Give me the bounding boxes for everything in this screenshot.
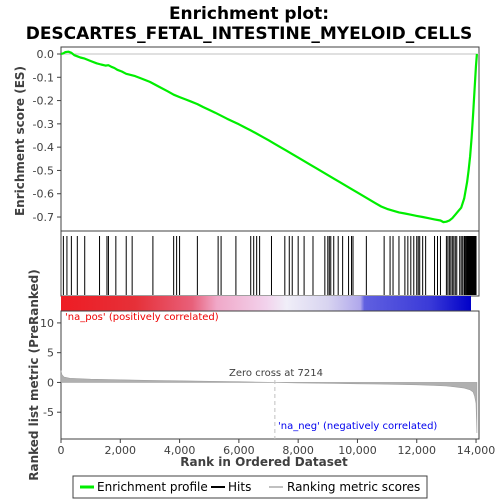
metric-y-axis: 10 5 0 -5 bbox=[40, 317, 61, 419]
metric-y-tick-label: 10 bbox=[40, 317, 54, 330]
x-tick-label: 8,000 bbox=[282, 444, 314, 457]
es-y-tick-label: -0.3 bbox=[33, 118, 54, 131]
x-tick-label: 2,000 bbox=[105, 444, 137, 457]
metric-y-tick-label: 0 bbox=[47, 376, 54, 389]
negative-correlation-label: 'na_neg' (negatively correlated) bbox=[278, 421, 437, 432]
legend-label-hits: Hits bbox=[228, 480, 251, 494]
es-y-axis: 0.0 -0.1 -0.2 -0.3 -0.4 -0.5 -0.6 -0.7 bbox=[33, 48, 61, 224]
legend: Enrichment profile Hits Ranking metric s… bbox=[72, 475, 428, 499]
hits-panel bbox=[60, 230, 480, 297]
ranking-metric-area bbox=[60, 370, 478, 434]
metric-y-axis-label: Ranked list metric (PreRanked) bbox=[27, 269, 41, 481]
hits-panel-frame bbox=[60, 230, 480, 297]
rank-color-gradient bbox=[61, 296, 471, 311]
x-tick-label: 14,000 bbox=[457, 444, 496, 457]
es-y-tick-label: -0.6 bbox=[33, 188, 54, 201]
es-y-tick-label: -0.1 bbox=[33, 71, 54, 84]
es-y-tick-label: -0.5 bbox=[33, 164, 54, 177]
es-y-tick-label: -0.2 bbox=[33, 95, 54, 108]
legend-label-enrichment-profile: Enrichment profile bbox=[97, 480, 208, 494]
metric-y-tick-label: -5 bbox=[43, 406, 54, 419]
zero-cross-label: Zero cross at 7214 bbox=[229, 368, 323, 379]
es-y-tick-label: -0.4 bbox=[33, 141, 54, 154]
x-axis-label: Rank in Ordered Dataset bbox=[180, 455, 348, 469]
metric-y-tick-label: 5 bbox=[47, 347, 54, 360]
positive-correlation-label: 'na_pos' (positively correlated) bbox=[65, 312, 219, 323]
metric-panel-frame bbox=[60, 310, 480, 440]
x-axis: 0 2,000 4,000 6,000 8,000 10,000 12,000 14,000 bbox=[58, 439, 496, 457]
es-panel: 0.0 -0.1 -0.2 -0.3 -0.4 -0.5 -0.6 -0.7 Enrichme… bbox=[13, 46, 480, 232]
legend-label-ranking-metric: Ranking metric scores bbox=[287, 480, 420, 494]
es-y-axis-label: Enrichment score (ES) bbox=[13, 66, 27, 216]
enrichment-profile-line bbox=[60, 50, 478, 224]
x-tick-label: 10,000 bbox=[338, 444, 377, 457]
x-tick-label: 0 bbox=[58, 444, 65, 457]
title-line-2: DESCARTES_FETAL_INTESTINE_MYELOID_CELLS bbox=[26, 24, 473, 44]
x-tick-label: 12,000 bbox=[397, 444, 436, 457]
x-tick-label: 6,000 bbox=[223, 444, 255, 457]
legend-box bbox=[72, 475, 428, 499]
es-y-tick-label: 0.0 bbox=[37, 48, 55, 61]
hit-lines-group bbox=[62, 236, 477, 295]
x-tick-label: 4,000 bbox=[164, 444, 196, 457]
rank-color-bar bbox=[61, 296, 471, 311]
es-y-tick-label: -0.7 bbox=[33, 211, 54, 224]
title-line-1: Enrichment plot: bbox=[169, 4, 329, 24]
es-panel-frame bbox=[60, 46, 480, 232]
